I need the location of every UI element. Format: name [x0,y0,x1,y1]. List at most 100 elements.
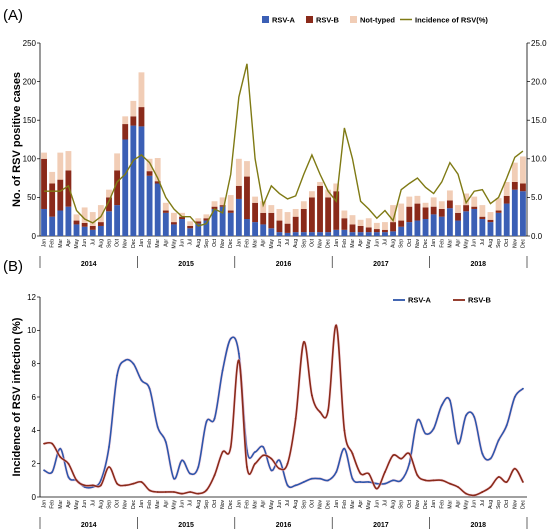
rsv-b-line-point [416,474,419,477]
rsv-b-line-point [75,479,78,482]
rsv-a-line-point [164,441,167,443]
panel-b-month-label: May [464,500,470,510]
panel-a-month-label: Jun [472,239,478,247]
rsv-a-line-point [311,477,313,480]
panel-a-month-label: Dec [423,239,429,248]
panel-b-month-label: Dec [423,500,429,509]
rsv-b-bar [382,229,388,233]
panel-a-year-label: 2018 [471,261,487,268]
rsv-a-line-point [213,417,216,420]
rsv-b-line-point [392,454,394,457]
rsv-a-bar [41,208,47,236]
panel-b-month-label: Mar [58,500,64,509]
rsv-a-bar [333,229,340,236]
rsv-b-bar [520,183,526,192]
panel-b-y-tick-label: 8 [32,359,37,368]
panel-a-month-label: Apr [358,239,364,247]
panel-a-month-label: Jun [374,239,380,247]
panel-a-y2-tick-label: 25.0 [531,39,547,48]
rsv-a-bar [438,216,445,236]
not-typed-bar [308,191,315,198]
panel-a-month-label: Jul [382,239,388,245]
not-typed-bar [463,193,470,206]
rsv-b-line-point [99,484,102,487]
panel-b-month-label: Aug [391,500,397,509]
rsv-a-line-point [408,462,411,465]
not-typed-bar [187,221,194,226]
rsv-a-line-point [108,446,110,448]
legend-line-rsv-a-label: RSV-A [408,296,432,305]
panel-b-year-label: 2017 [373,522,389,529]
rsv-b-bar [171,222,177,225]
rsv-b-line-point [408,452,411,455]
panel-a-month-label: Nov [415,239,421,248]
rsv-b-line-point [189,491,192,493]
panel-b-month-label: Aug [196,500,202,509]
panel-b-month-label: Oct [212,499,218,507]
rsv-b-bar [260,212,267,225]
rsv-b-bar [130,116,137,126]
panel-b-y-axis-label: Incidence of RSV infection (%) [11,317,23,476]
panel-b-month-label: Sep [204,500,210,509]
panel-b-month-label: Feb [50,500,56,509]
rsv-a-line-point [189,472,192,475]
rsv-a-bar [276,232,283,236]
not-typed-bar [114,153,121,171]
rsv-a-bar [114,205,121,236]
not-typed-bar [65,151,72,171]
rsv-a-bar [390,231,396,236]
panel-b-month-label: Feb [244,500,250,509]
rsv-b-line-point [59,456,62,458]
panel-a-month-label: Dec [326,239,332,248]
rsv-a-bar [308,232,315,236]
rsv-b-line-point [83,484,86,487]
not-typed-bar [252,196,259,203]
rsv-a-bar [487,222,494,236]
not-typed-bar [284,212,291,224]
rsv-b-line-point [67,462,70,465]
rsv-a-bar [211,208,218,236]
rsv-a-line-point [254,451,256,453]
not-typed-bar [300,201,307,209]
rsv-b-line-point [505,481,508,483]
rsv-a-line-glow [43,335,525,490]
panel-a-month-label: May [74,239,80,249]
panel-b-month-label: Mar [155,500,161,509]
panel-a-month-label: May [171,239,177,249]
rsv-a-bar [455,220,461,236]
rsv-b-bar [422,207,429,220]
rsv-b-bar [203,218,210,221]
rsv-b-bar [41,158,47,209]
rsv-a-line-point [465,414,468,417]
panel-b-year-label: 2018 [471,522,487,529]
rsv-b-bar [292,216,299,233]
rsv-a-line-point [416,419,419,422]
panel-b-month-label: Jul [382,500,388,506]
panel-a-y2-tick-label: 20.0 [531,77,547,86]
panel-a-y2-tick-label: 10.0 [531,155,547,164]
panel-a-month-label: Nov [123,239,129,248]
rsv-b-line-point [278,467,281,470]
rsv-b-line-point [351,452,354,455]
rsv-a-line-point [197,466,200,468]
rsv-a-bar [219,206,226,236]
rsv-b-bar [106,197,112,212]
rsv-b-bar [438,208,445,217]
rsv-b-bar [284,223,291,233]
rsv-b-bar [49,183,56,217]
panel-b-month-label: Aug [98,500,104,509]
rsv-a-bar [520,191,526,236]
rsv-a-line-point [489,457,492,460]
rsv-a-bar [292,232,299,236]
rsv-a-bar [398,226,405,236]
panel-a-year-label: 2014 [81,261,97,268]
rsv-a-line-point [148,387,151,390]
rsv-a-line-point [392,479,394,482]
rsv-b-bar [503,195,510,204]
not-typed-bar [471,196,478,207]
rsv-b-bar [57,179,64,211]
rsv-a-bar [146,175,153,236]
panel-a-month-label: Dec [228,239,234,248]
rsv-a-bar [495,212,502,236]
panel-b-month-label: Oct [309,499,315,507]
